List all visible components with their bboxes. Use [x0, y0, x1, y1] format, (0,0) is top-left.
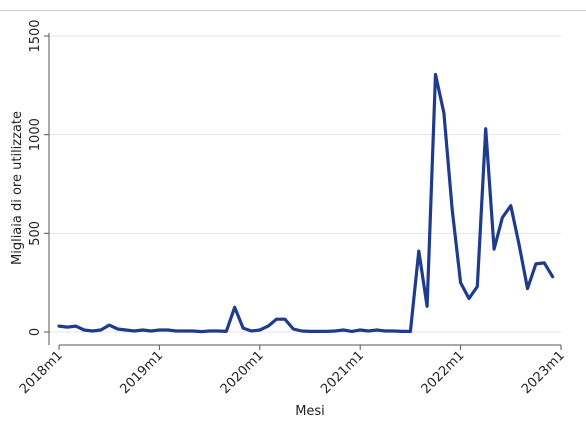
y-tick-label: 1000 [28, 118, 43, 151]
x-tick-label: 2021m1 [318, 348, 367, 397]
x-tick-label: 2023m1 [519, 348, 568, 397]
axes [48, 33, 561, 346]
series-line [57, 72, 555, 334]
x-tick-label: 2020m1 [218, 348, 267, 397]
y-tick-label: 500 [28, 221, 43, 246]
ticks: 0 500 1000 1500 2018m1 2019m1 2020m1 2021m1 2022… [17, 19, 568, 397]
x-tick-label: 2019m1 [117, 348, 166, 397]
x-tick-label: 2018m1 [17, 348, 66, 397]
x-axis-title: Mesi [295, 404, 325, 419]
series-layer [57, 72, 555, 334]
y-axis-title: Migliaia di ore utilizzate [10, 111, 25, 265]
y-tick-label: 0 [28, 328, 43, 336]
x-tick-label: 2022m1 [419, 348, 468, 397]
y-tick-label: 1500 [28, 19, 43, 52]
top-divider [0, 10, 586, 11]
